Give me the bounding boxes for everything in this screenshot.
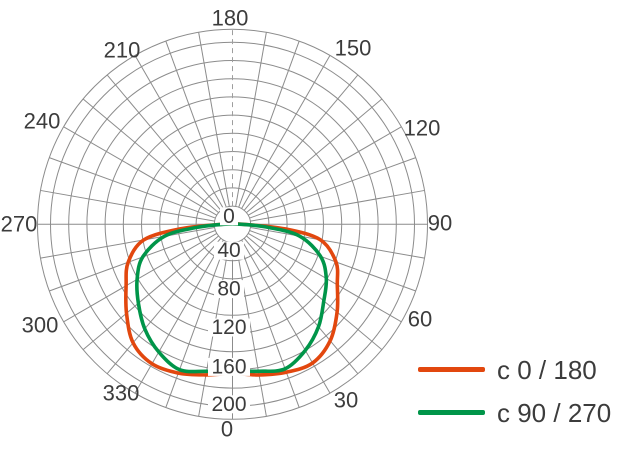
- angle-tick-label-60: 60: [408, 307, 432, 332]
- angle-tick-label-240: 240: [24, 109, 61, 134]
- radial-tick-label: 200: [211, 393, 246, 416]
- legend-swatch-c90-270: [418, 410, 485, 415]
- radial-tick-label: 40: [217, 239, 240, 262]
- angle-tick-label-30: 30: [334, 388, 358, 413]
- radial-tick-label: 120: [211, 316, 246, 339]
- angle-tick-label-300: 300: [22, 313, 59, 338]
- angle-tick-label-180: 180: [212, 6, 249, 31]
- radial-tick-label: 160: [211, 355, 246, 378]
- radial-tick-label: 0: [223, 205, 235, 228]
- radial-label-knockout: [208, 318, 250, 337]
- radial-label-knockout: [208, 357, 250, 376]
- radial-label-knockout: [214, 241, 244, 260]
- legend-label-c0-180: c 0 / 180: [497, 354, 597, 385]
- angle-tick-label-150: 150: [335, 36, 372, 61]
- legend-label-c90-270: c 90 / 270: [497, 397, 612, 428]
- radial-label-knockout: [208, 395, 250, 414]
- legend-item-c90-270: c 90 / 270: [418, 395, 611, 430]
- radial-label-knockout: [220, 207, 238, 226]
- angle-tick-label-330: 330: [103, 381, 140, 406]
- angle-tick-label-90: 90: [428, 211, 452, 236]
- radial-tick-label: 80: [217, 278, 240, 301]
- legend-item-c0-180: c 0 / 180: [418, 352, 611, 387]
- legend: c 0 / 180 c 90 / 270: [418, 352, 611, 438]
- angle-tick-label-210: 210: [104, 38, 141, 63]
- radial-tick-labels: 0 40 80 120 160 200: [208, 205, 250, 416]
- radial-label-knockout: [214, 280, 244, 299]
- legend-swatch-c0-180: [418, 367, 485, 372]
- angle-tick-labels: 0 30 60 90 120 150 180 210 240 270 300 330: [1, 6, 453, 442]
- angle-tick-label-0: 0: [221, 417, 233, 442]
- angle-tick-label-270: 270: [1, 212, 38, 237]
- grid-spokes: [37, 32, 428, 420]
- angle-tick-label-120: 120: [404, 116, 441, 141]
